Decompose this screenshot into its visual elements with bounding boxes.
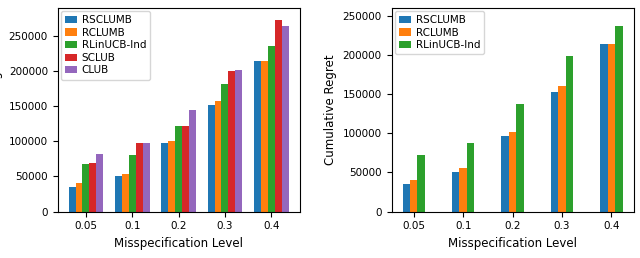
Legend: RSCLUMB, RCLUMB, RLinUCB-Ind, SCLUB, CLUB: RSCLUMB, RCLUMB, RLinUCB-Ind, SCLUB, CLU… — [61, 11, 150, 80]
Bar — [551, 92, 558, 212]
Bar — [467, 143, 474, 212]
Bar — [129, 155, 136, 212]
Bar — [214, 101, 221, 212]
Bar — [228, 71, 236, 212]
Bar — [168, 141, 175, 212]
Bar — [182, 126, 189, 212]
Bar — [83, 164, 90, 212]
Bar — [608, 44, 615, 212]
Bar — [566, 56, 573, 212]
Bar — [122, 174, 129, 212]
Bar — [282, 26, 289, 212]
Bar — [207, 105, 214, 212]
Bar — [417, 155, 425, 212]
Bar — [509, 132, 516, 212]
Bar — [115, 176, 122, 212]
Bar — [600, 44, 608, 212]
Bar — [268, 46, 275, 212]
Bar — [143, 143, 150, 212]
Bar — [410, 180, 417, 212]
Bar — [558, 86, 566, 212]
Bar — [189, 110, 196, 212]
Bar — [452, 172, 460, 212]
Bar — [161, 143, 168, 212]
Legend: RSCLUMB, RCLUMB, RLinUCB-Ind: RSCLUMB, RCLUMB, RLinUCB-Ind — [395, 11, 484, 54]
Bar — [68, 187, 76, 212]
Bar — [97, 154, 103, 212]
Y-axis label: Cumulative Regret: Cumulative Regret — [0, 54, 3, 165]
Y-axis label: Cumulative Regret: Cumulative Regret — [324, 54, 337, 165]
X-axis label: Misspecification Level: Misspecification Level — [114, 237, 243, 250]
Bar — [90, 163, 97, 212]
Bar — [460, 168, 467, 212]
Bar — [175, 126, 182, 212]
Bar — [502, 135, 509, 212]
Bar — [136, 143, 143, 212]
Bar — [615, 26, 623, 212]
Bar — [221, 84, 228, 212]
Bar — [254, 61, 261, 212]
Bar — [76, 183, 83, 212]
Bar — [261, 61, 268, 212]
Bar — [516, 104, 524, 212]
Bar — [275, 20, 282, 212]
Bar — [236, 70, 243, 212]
X-axis label: Misspecification Level: Misspecification Level — [448, 237, 577, 250]
Bar — [403, 184, 410, 212]
